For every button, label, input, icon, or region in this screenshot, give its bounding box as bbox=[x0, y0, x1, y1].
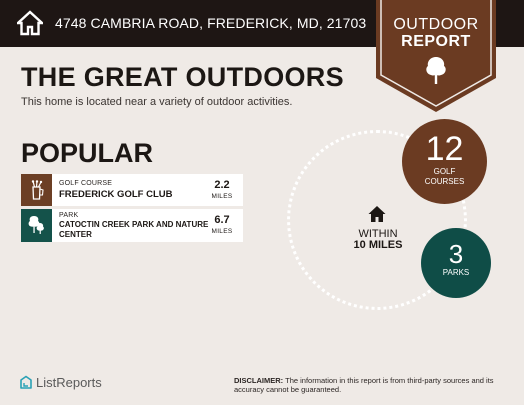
golf-bag-icon bbox=[31, 180, 44, 200]
popular-item-unit: MILES bbox=[211, 228, 233, 235]
popular-item-golf: GOLF COURSE FREDERICK GOLF CLUB 2.2 MILE… bbox=[21, 174, 243, 206]
property-address: 4748 CAMBRIA ROAD, FREDERICK, MD, 21703 bbox=[55, 15, 367, 31]
popular-heading: POPULAR bbox=[21, 138, 154, 168]
listreports-brand: ListReports bbox=[36, 375, 102, 390]
popular-item-distance: 6.7 bbox=[214, 214, 230, 226]
parks-count: 3 bbox=[448, 239, 464, 269]
popular-item-icon-box bbox=[21, 209, 52, 242]
golf-label-line2: COURSES bbox=[424, 177, 465, 186]
disclaimer-text: The information in this report is from t… bbox=[234, 376, 494, 394]
page-subtitle: This home is located near a variety of o… bbox=[21, 96, 293, 108]
popular-item-park: PARK CATOCTIN CREEK PARK AND NATURE CENT… bbox=[21, 209, 243, 242]
radius-text: 10 MILES bbox=[353, 239, 403, 251]
home-icon bbox=[368, 206, 386, 222]
report-ribbon bbox=[376, 0, 496, 112]
popular-item-category: PARK bbox=[59, 212, 79, 219]
radius-ring bbox=[287, 130, 467, 310]
trees-icon bbox=[28, 216, 44, 234]
within-text: WITHIN bbox=[358, 228, 398, 240]
home-icon bbox=[17, 10, 43, 36]
radius-label: WITHIN 10 MILES bbox=[336, 229, 420, 251]
popular-item-unit: MILES bbox=[211, 193, 233, 200]
ribbon-line2: REPORT bbox=[401, 33, 471, 50]
popular-item-icon-box bbox=[21, 174, 52, 206]
disclaimer-label: DISCLAIMER: bbox=[234, 376, 284, 385]
golf-count: 12 bbox=[425, 130, 464, 168]
golf-label-line1: GOLF bbox=[433, 167, 456, 176]
listreports-logo-icon bbox=[20, 375, 32, 389]
popular-item-category: GOLF COURSE bbox=[59, 180, 113, 187]
page-title: THE GREAT OUTDOORS bbox=[21, 62, 344, 92]
tree-icon bbox=[426, 57, 446, 84]
popular-item-distance: 2.2 bbox=[214, 179, 230, 191]
parks-label: PARKS bbox=[442, 268, 470, 277]
parks-count-bubble: 3 PARKS bbox=[421, 228, 491, 298]
popular-item-name: CATOCTIN CREEK PARK AND NATURE CENTER bbox=[59, 220, 209, 239]
disclaimer: DISCLAIMER: The information in this repo… bbox=[234, 376, 506, 394]
ribbon-title: OUTDOOR REPORT bbox=[376, 16, 496, 50]
popular-item-name: FREDERICK GOLF CLUB bbox=[59, 189, 173, 200]
golf-count-bubble: 12 GOLF COURSES bbox=[402, 119, 487, 204]
ribbon-line1: OUTDOOR bbox=[393, 16, 479, 33]
